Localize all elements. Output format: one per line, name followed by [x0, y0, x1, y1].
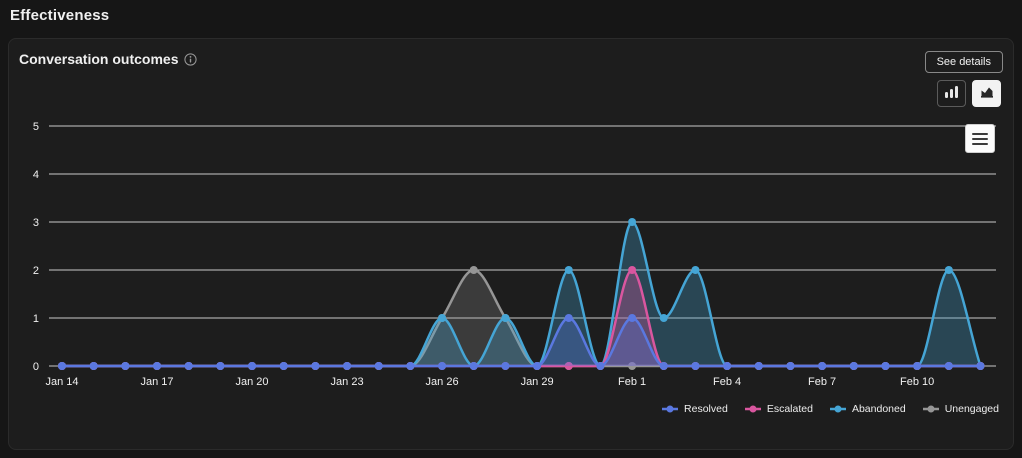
data-point[interactable]	[723, 362, 732, 370]
data-point[interactable]	[184, 362, 193, 370]
legend-item-unengaged[interactable]: Unengaged	[922, 403, 999, 415]
y-tick-label: 0	[33, 361, 39, 373]
data-point[interactable]	[564, 362, 573, 370]
legend-label: Escalated	[766, 403, 813, 415]
legend-label: Resolved	[684, 403, 728, 415]
data-point[interactable]	[691, 362, 700, 370]
data-point[interactable]	[343, 362, 352, 370]
data-point[interactable]	[501, 362, 510, 370]
data-point[interactable]	[818, 362, 827, 370]
legend-marker-icon	[829, 405, 846, 413]
data-point[interactable]	[374, 362, 383, 370]
x-axis-labels: Jan 14 Jan 17 Jan 20 Jan 23 Jan 26 Jan 29 Feb …	[45, 376, 934, 388]
data-point[interactable]	[216, 362, 225, 370]
see-details-button[interactable]: See details	[924, 51, 1003, 73]
data-point[interactable]	[944, 266, 953, 274]
chart-menu-button[interactable]	[965, 124, 995, 153]
legend-item-resolved[interactable]: Resolved	[662, 403, 728, 415]
data-point[interactable]	[691, 266, 700, 274]
data-point[interactable]	[153, 362, 162, 370]
page-title: Effectiveness	[10, 7, 110, 24]
legend-marker-icon	[922, 405, 939, 413]
data-point[interactable]	[754, 362, 763, 370]
info-icon[interactable]	[184, 52, 198, 66]
y-tick-label: 4	[33, 169, 39, 181]
y-tick-label: 5	[33, 121, 39, 133]
x-tick-label: Jan 14	[45, 376, 78, 388]
x-tick-label: Feb 4	[713, 376, 741, 388]
legend-marker-icon	[744, 405, 761, 413]
data-point[interactable]	[786, 362, 795, 370]
y-tick-label: 1	[33, 313, 39, 325]
data-point[interactable]	[58, 362, 66, 370]
x-tick-label: Jan 17	[141, 376, 174, 388]
data-point[interactable]	[976, 362, 985, 370]
data-point[interactable]	[849, 362, 858, 370]
data-point[interactable]	[628, 362, 637, 370]
legend-item-abandoned[interactable]: Abandoned	[829, 403, 906, 415]
data-point[interactable]	[469, 362, 478, 370]
card-title: Conversation outcomes	[19, 51, 179, 67]
data-point[interactable]	[311, 362, 320, 370]
x-tick-label: Jan 20	[236, 376, 269, 388]
data-point[interactable]	[659, 362, 668, 370]
y-tick-label: 3	[33, 217, 39, 229]
data-point[interactable]	[944, 362, 953, 370]
gridlines	[49, 125, 996, 367]
y-axis-labels: 0 1 2 3 4 5	[33, 121, 39, 373]
data-point[interactable]	[564, 314, 573, 322]
y-tick-label: 2	[33, 265, 39, 277]
card-header: Conversation outcomes	[19, 51, 198, 67]
data-point[interactable]	[533, 362, 542, 370]
data-point[interactable]	[881, 362, 890, 370]
x-tick-label: Jan 26	[426, 376, 459, 388]
area-chart-button[interactable]	[972, 80, 1001, 107]
legend-label: Unengaged	[944, 403, 999, 415]
data-point[interactable]	[596, 362, 605, 370]
area-chart-icon	[979, 84, 995, 103]
data-point[interactable]	[89, 362, 98, 370]
data-point[interactable]	[501, 314, 510, 322]
data-point[interactable]	[628, 266, 637, 274]
data-point[interactable]	[628, 314, 637, 322]
x-tick-label: Feb 10	[900, 376, 934, 388]
bar-chart-button[interactable]	[937, 80, 966, 107]
chart-type-toggle	[937, 80, 1001, 107]
data-point[interactable]	[628, 218, 637, 226]
data-point[interactable]	[564, 266, 573, 274]
data-point[interactable]	[248, 362, 257, 370]
x-tick-label: Jan 29	[521, 376, 554, 388]
bar-chart-icon	[943, 84, 960, 103]
x-tick-label: Feb 7	[808, 376, 836, 388]
data-point[interactable]	[438, 314, 447, 322]
legend-item-escalated[interactable]: Escalated	[744, 403, 813, 415]
series-abandoned	[58, 218, 985, 370]
series-resolved	[58, 314, 985, 370]
legend-label: Abandoned	[851, 403, 906, 415]
x-tick-label: Jan 23	[331, 376, 364, 388]
legend-marker-icon	[662, 405, 679, 413]
data-point[interactable]	[659, 314, 668, 322]
data-point[interactable]	[406, 362, 415, 370]
x-tick-label: Feb 1	[618, 376, 646, 388]
hamburger-menu-icon	[972, 132, 988, 135]
chart-legend: Resolved Escalated Abandoned Unengaged	[662, 403, 999, 415]
data-point[interactable]	[438, 362, 447, 370]
conversation-outcomes-card: Conversation outcomes See details	[8, 38, 1014, 450]
data-point[interactable]	[913, 362, 922, 370]
data-point[interactable]	[279, 362, 288, 370]
data-point[interactable]	[469, 266, 478, 274]
data-point[interactable]	[121, 362, 130, 370]
